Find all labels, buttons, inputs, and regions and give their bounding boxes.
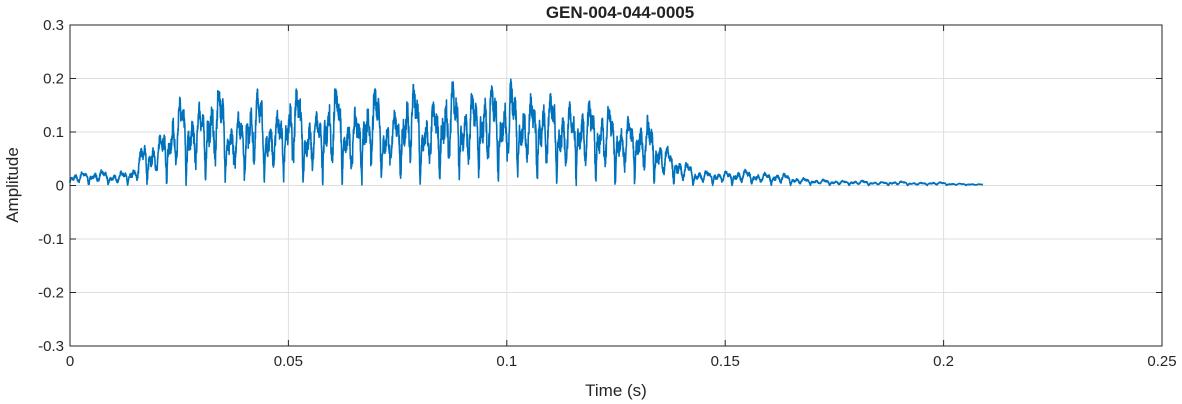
x-tick-label: 0.25 — [1147, 353, 1176, 370]
y-tick-label: 0.1 — [43, 124, 64, 141]
y-tick-label: 0.2 — [43, 71, 64, 88]
y-tick-label: -0.3 — [38, 338, 64, 355]
y-tick-label: 0 — [56, 178, 64, 195]
x-tick-label: 0.2 — [933, 353, 954, 370]
y-tick-label: -0.2 — [38, 285, 64, 302]
x-tick-label: 0.15 — [711, 353, 740, 370]
x-tick-label: 0.1 — [496, 353, 517, 370]
y-axis-label: Amplitude — [3, 147, 22, 223]
ticks: 0 0.05 0.1 0.15 0.2 0.25 -0.3 -0.2 -0.1 0 0.1 0.2 0.… — [38, 17, 1176, 370]
y-tick-label: -0.1 — [38, 231, 64, 248]
series-line — [69, 78, 984, 187]
y-tick-label: 0.3 — [43, 17, 64, 34]
chart-title: GEN-004-044-0005 — [546, 3, 694, 22]
x-tick-label: 0 — [66, 353, 74, 370]
x-axis-label: Time (s) — [585, 381, 647, 400]
x-tick-label: 0.05 — [274, 353, 303, 370]
plot-area: 0 0.05 0.1 0.15 0.2 0.25 -0.3 -0.2 -0.1 0 0.1 0.2 0.… — [38, 17, 1176, 370]
